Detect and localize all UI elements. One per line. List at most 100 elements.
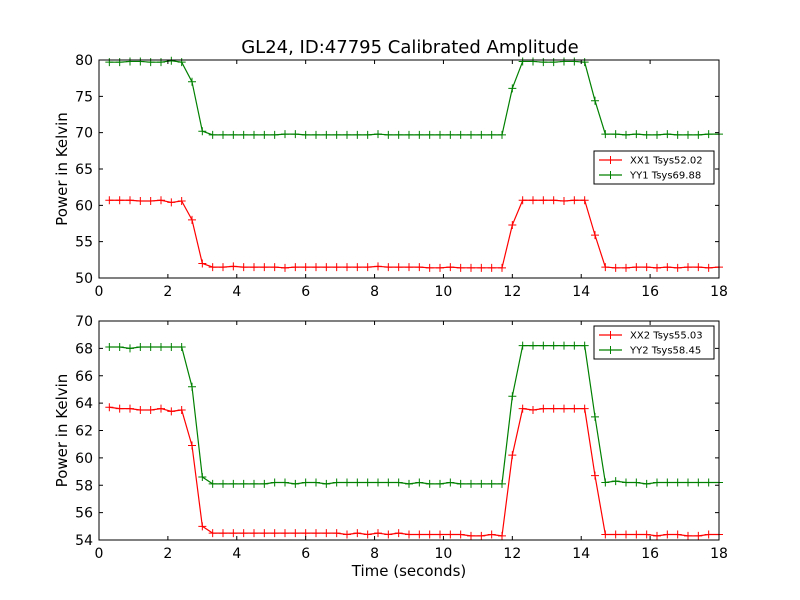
data-point-1-0-7 bbox=[177, 405, 186, 414]
x-tick-label-0-9: 18 bbox=[710, 284, 728, 300]
data-point-0-0-15 bbox=[260, 263, 269, 272]
data-point-1-0-27 bbox=[384, 530, 393, 539]
data-point-0-0-35 bbox=[467, 263, 475, 272]
data-point-0-1-6 bbox=[167, 56, 176, 65]
data-point-1-1-18 bbox=[291, 479, 300, 488]
x-tick-label-1-2: 4 bbox=[232, 546, 241, 562]
legend-marker-1-1 bbox=[606, 346, 615, 354]
legend-label-1-0: XX2 Tsys55.03 bbox=[630, 331, 703, 342]
data-point-1-0-6 bbox=[167, 407, 176, 416]
y-tick-label-0-2: 60 bbox=[75, 198, 93, 214]
data-point-1-1-52 bbox=[642, 479, 651, 488]
data-point-0-1-24 bbox=[353, 130, 362, 139]
data-point-1-0-58 bbox=[704, 530, 713, 539]
data-point-0-1-58 bbox=[704, 130, 713, 139]
data-point-1-1-8 bbox=[188, 382, 196, 391]
data-point-1-1-25 bbox=[363, 478, 372, 487]
y-tick-label-1-5: 64 bbox=[75, 396, 93, 412]
data-point-1-1-45 bbox=[570, 341, 579, 350]
data-point-0-0-28 bbox=[394, 263, 403, 272]
data-point-1-0-20 bbox=[312, 529, 320, 538]
x-tick-label-0-3: 6 bbox=[301, 284, 310, 300]
data-point-0-0-43 bbox=[549, 196, 558, 205]
data-point-1-1-21 bbox=[322, 479, 331, 488]
x-tick-label-1-7: 14 bbox=[572, 546, 590, 562]
data-point-0-1-3 bbox=[136, 57, 145, 66]
legend-marker-0-0 bbox=[606, 156, 615, 164]
data-point-1-0-56 bbox=[684, 531, 692, 540]
y-tick-label-1-3: 60 bbox=[75, 451, 93, 467]
data-point-1-0-40 bbox=[518, 404, 527, 413]
data-point-0-0-42 bbox=[539, 196, 548, 205]
data-point-1-0-35 bbox=[467, 531, 475, 540]
data-point-1-0-10 bbox=[208, 529, 217, 538]
data-point-1-0-30 bbox=[415, 530, 424, 539]
data-point-1-0-24 bbox=[353, 529, 362, 538]
y-tick-label-0-5: 75 bbox=[75, 89, 93, 105]
data-point-1-1-12 bbox=[229, 479, 238, 488]
data-point-0-1-9 bbox=[198, 127, 207, 136]
x-tick-label-1-4: 8 bbox=[370, 546, 379, 562]
data-point-1-0-11 bbox=[219, 529, 227, 538]
data-point-0-0-20 bbox=[312, 263, 320, 272]
y-tick-label-0-3: 65 bbox=[75, 162, 93, 178]
data-point-1-1-9 bbox=[198, 473, 207, 482]
data-point-1-1-54 bbox=[663, 478, 672, 487]
data-point-0-1-12 bbox=[229, 130, 238, 139]
data-point-0-1-18 bbox=[291, 130, 300, 139]
data-point-0-1-8 bbox=[188, 77, 196, 86]
data-point-0-0-2 bbox=[126, 196, 134, 205]
data-point-0-1-32 bbox=[436, 130, 444, 139]
y-tick-label-1-6: 66 bbox=[75, 369, 93, 385]
x-tick-label-0-4: 8 bbox=[370, 284, 379, 300]
data-point-1-0-26 bbox=[374, 529, 382, 538]
data-point-1-1-48 bbox=[601, 478, 610, 487]
data-point-1-1-22 bbox=[332, 478, 341, 487]
data-point-0-1-27 bbox=[384, 130, 393, 139]
data-point-0-0-22 bbox=[332, 263, 341, 272]
data-point-0-0-9 bbox=[198, 259, 207, 268]
data-point-0-0-0 bbox=[105, 196, 114, 205]
data-point-0-1-48 bbox=[601, 130, 610, 139]
data-point-0-1-36 bbox=[477, 130, 486, 139]
y-tick-label-1-7: 68 bbox=[75, 341, 93, 357]
data-point-0-0-49 bbox=[611, 263, 620, 272]
data-point-1-0-45 bbox=[570, 404, 579, 413]
data-point-1-1-35 bbox=[467, 479, 475, 488]
data-point-0-0-47 bbox=[591, 231, 599, 240]
y-tick-label-1-1: 56 bbox=[75, 506, 93, 522]
data-point-0-1-14 bbox=[250, 130, 258, 139]
data-point-1-0-28 bbox=[394, 529, 403, 538]
x-tick-label-1-1: 2 bbox=[163, 546, 172, 562]
top-panel: 0 2 4 6 8 10 12 14 16 18 50 55 60 65 70 75 80 Power in Ke… bbox=[53, 53, 728, 300]
data-point-0-0-33 bbox=[446, 263, 455, 272]
data-point-0-1-34 bbox=[456, 130, 465, 139]
x-tick-label-1-5: 10 bbox=[435, 546, 453, 562]
x-tick-label-0-1: 2 bbox=[163, 284, 172, 300]
x-tick-label-0-6: 12 bbox=[503, 284, 521, 300]
y-tick-label-1-2: 58 bbox=[75, 478, 93, 494]
data-point-0-0-3 bbox=[136, 196, 145, 205]
data-point-0-1-54 bbox=[663, 130, 672, 139]
y-tick-label-1-0: 54 bbox=[75, 533, 93, 549]
data-point-0-0-13 bbox=[239, 263, 248, 272]
data-point-0-0-25 bbox=[363, 263, 372, 272]
data-point-1-1-47 bbox=[591, 412, 599, 421]
data-point-0-1-26 bbox=[374, 130, 382, 139]
data-point-1-0-18 bbox=[291, 529, 300, 538]
x-tick-label-1-0: 0 bbox=[95, 546, 104, 562]
data-point-0-1-15 bbox=[260, 130, 269, 139]
data-point-1-0-16 bbox=[270, 529, 279, 538]
data-point-0-0-58 bbox=[704, 263, 713, 272]
data-point-1-0-38 bbox=[498, 531, 506, 540]
data-point-0-1-29 bbox=[405, 130, 413, 139]
x-tick-label-0-0: 0 bbox=[95, 284, 104, 300]
data-point-0-1-23 bbox=[343, 130, 351, 139]
data-point-1-0-25 bbox=[363, 530, 372, 539]
data-point-0-1-50 bbox=[622, 130, 630, 139]
data-point-1-0-49 bbox=[611, 530, 620, 539]
data-point-0-0-55 bbox=[673, 263, 682, 272]
data-point-0-0-36 bbox=[477, 263, 486, 272]
data-point-1-1-44 bbox=[560, 341, 568, 350]
